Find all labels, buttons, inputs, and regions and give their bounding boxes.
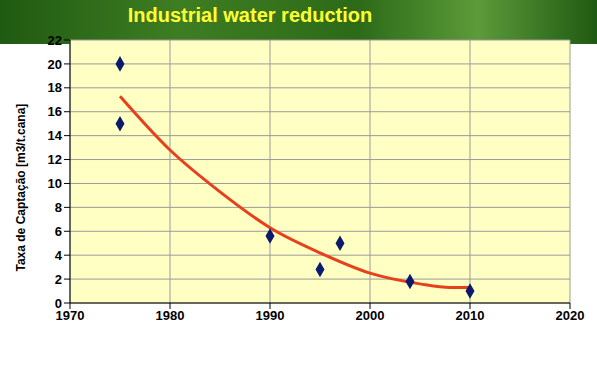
html-text:Industrial water reduction: Industrial water reduction	[127, 4, 373, 26]
svg-text:1990: 1990	[256, 308, 285, 323]
svg-text:4: 4	[55, 248, 63, 263]
svg-text:6: 6	[55, 224, 62, 239]
svg-text:14: 14	[48, 128, 63, 143]
svg-text:10: 10	[48, 176, 62, 191]
svg-text:2020: 2020	[556, 308, 585, 323]
svg-text:8: 8	[55, 200, 62, 215]
svg-text:1980: 1980	[156, 308, 185, 323]
svg-text:2000: 2000	[356, 308, 385, 323]
svg-text:16: 16	[48, 104, 62, 119]
svg-text:0: 0	[55, 296, 62, 311]
svg-text:1970: 1970	[55, 308, 85, 324]
svg-text:2: 2	[55, 272, 62, 287]
svg-text:12: 12	[48, 152, 62, 167]
svg-text:2010: 2010	[456, 308, 485, 323]
svg-text:18: 18	[48, 80, 62, 95]
svg-text:Taxa de Captação [m3/t.cana]: Taxa de Captação [m3/t.cana]	[14, 104, 28, 272]
svg-text:20: 20	[48, 57, 62, 72]
svg-text:22: 22	[48, 33, 62, 48]
